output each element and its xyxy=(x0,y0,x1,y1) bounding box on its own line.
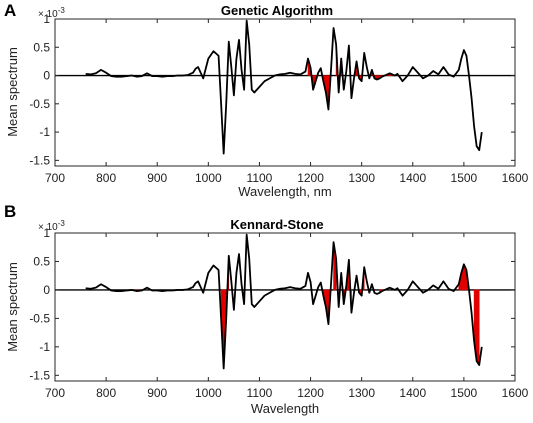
panel-a-y-tick-label: -1 xyxy=(39,125,50,139)
panel-b-y-tick-label: -0.5 xyxy=(29,311,50,325)
panel-a-y-tick-label: -0.5 xyxy=(29,97,50,111)
panel-b-highlights xyxy=(133,242,480,369)
panel-b-x-axis-label: Wavelength xyxy=(251,401,319,416)
panel-a-y-tick-label: 0.5 xyxy=(33,40,50,54)
panel-a-x-tick-label: 800 xyxy=(96,171,116,185)
panel-b-y-tick-label: 1 xyxy=(43,226,50,240)
panel-b-x-tick-label: 1300 xyxy=(348,386,375,400)
panel-b-y-exponent: × 10-3 xyxy=(38,219,65,233)
panel-b-x-tick-label: 1000 xyxy=(195,386,222,400)
panel-a-x-tick-label: 1500 xyxy=(451,171,478,185)
panel-a-y-tick-label: 0 xyxy=(43,69,50,83)
panel-b-x-tick-label: 1400 xyxy=(399,386,426,400)
panel-b-y-tick-label: -1.5 xyxy=(29,368,50,382)
panel-b-y-tick-label: 0 xyxy=(43,283,50,297)
panel-b-y-ticks: 1 0.5 0 -0.5 -1 -1.5 xyxy=(29,226,515,382)
panel-a-spectrum-line xyxy=(85,19,483,155)
panel-b-x-tick-label: 1100 xyxy=(247,386,273,400)
panel-b-x-tick-label: 900 xyxy=(147,386,167,400)
panel-a-x-tick-label: 900 xyxy=(147,171,167,185)
panel-a-y-axis-label: Mean spectrum xyxy=(5,47,20,137)
panel-b-y-tick-label: 0.5 xyxy=(33,254,50,268)
panel-b-x-tick-label: 1200 xyxy=(297,386,324,400)
panel-a-title: Genetic Algorithm xyxy=(221,3,333,18)
panel-a-x-tick-label: 700 xyxy=(45,171,65,185)
panel-b: B Kennard-Stone × 10-3 700 800 900 1000 1100… xyxy=(4,202,529,416)
panel-a-x-tick-label: 1000 xyxy=(195,171,222,185)
panel-b-x-tick-label: 1600 xyxy=(502,386,529,400)
panel-a-x-tick-label: 1200 xyxy=(297,171,324,185)
panel-b-x-tick-label: 1500 xyxy=(451,386,478,400)
panel-a: A Genetic Algorithm × 10-3 700 800 900 1000… xyxy=(4,1,529,199)
panel-a-x-tick-label: 1300 xyxy=(348,171,375,185)
panel-a-y-tick-label: -1.5 xyxy=(29,153,50,167)
panel-b-spectrum-line xyxy=(85,233,483,370)
panel-b-y-axis-label: Mean spectrum xyxy=(5,262,20,352)
panel-a-x-tick-label: 1400 xyxy=(399,171,426,185)
panel-b-x-ticks: 700 800 900 1000 1100 1200 1300 1400 1500 1600 xyxy=(45,233,529,400)
panel-b-x-tick-label: 800 xyxy=(96,386,116,400)
panel-b-x-tick-label: 700 xyxy=(45,386,65,400)
panel-a-x-ticks: 700 800 900 1000 1100 1200 1300 1400 1500 1600 xyxy=(45,19,529,185)
panel-a-y-exponent: × 10-3 xyxy=(38,6,65,20)
panel-a-x-axis-label: Wavelength, nm xyxy=(238,184,331,199)
panel-b-title: Kennard-Stone xyxy=(230,217,323,232)
panel-b-y-tick-label: -1 xyxy=(39,340,50,354)
panel-b-plot-frame xyxy=(54,232,516,382)
panel-a-label: A xyxy=(4,1,16,20)
panel-a-x-tick-label: 1600 xyxy=(502,171,529,185)
panel-a-y-ticks: 1 0.5 0 -0.5 -1 -1.5 xyxy=(29,12,515,167)
panel-b-label: B xyxy=(4,202,16,221)
panel-a-y-tick-label: 1 xyxy=(43,12,50,26)
panel-a-plot-frame xyxy=(54,18,516,167)
panel-a-x-tick-label: 1100 xyxy=(247,171,273,185)
